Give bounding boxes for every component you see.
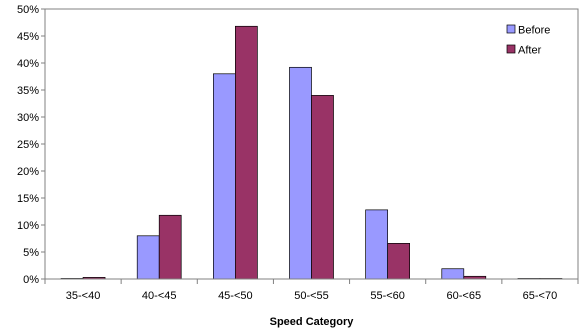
bar-before-5 bbox=[441, 268, 465, 280]
x-tick-label: 55-<60 bbox=[370, 290, 405, 302]
plot-area-frame bbox=[44, 8, 579, 280]
legend-swatch-before bbox=[506, 24, 516, 34]
legend-label-before: Before bbox=[518, 25, 550, 37]
y-tick-label: 15% bbox=[17, 193, 39, 205]
x-axis-title: Speed Category bbox=[270, 316, 355, 328]
y-tick-label: 10% bbox=[17, 220, 39, 232]
bar-before-3 bbox=[289, 66, 312, 280]
y-tick-label: 20% bbox=[17, 166, 39, 178]
bar-before-4 bbox=[365, 209, 388, 280]
x-tick-label: 50-<55 bbox=[294, 290, 329, 302]
y-tick-label: 45% bbox=[17, 31, 39, 43]
y-tick-label: 30% bbox=[17, 112, 39, 124]
legend: Before After bbox=[506, 24, 550, 57]
bars bbox=[60, 25, 563, 280]
bar-after-2 bbox=[235, 25, 258, 280]
bar-after-1 bbox=[158, 214, 182, 280]
y-tick-label: 50% bbox=[17, 4, 39, 16]
bar-before-2 bbox=[213, 73, 236, 280]
bar-after-3 bbox=[311, 95, 334, 280]
x-tick-label: 60-<65 bbox=[447, 290, 482, 302]
x-tick-label: 40-<45 bbox=[142, 290, 177, 302]
y-tick-label: 35% bbox=[17, 85, 39, 97]
y-axis-ticks: 0% 5% 10% 15% 20% 25% 30% 35% 40% 45% 50% bbox=[17, 4, 45, 286]
y-tick-label: 0% bbox=[23, 274, 39, 286]
x-axis-ticks: 35-<40 40-<45 45-<50 50-<55 55-<60 60-<65 65-<… bbox=[44, 279, 579, 302]
legend-swatch-after bbox=[506, 44, 516, 54]
y-tick-label: 5% bbox=[23, 247, 39, 259]
y-tick-label: 25% bbox=[17, 139, 39, 151]
x-tick-label: 35-<40 bbox=[66, 290, 101, 302]
x-tick-label: 45-<50 bbox=[218, 290, 253, 302]
bar-before-1 bbox=[136, 235, 160, 280]
y-tick-label: 40% bbox=[17, 58, 39, 70]
bar-after-4 bbox=[387, 243, 410, 280]
x-tick-label: 65-<70 bbox=[523, 290, 558, 302]
legend-label-after: After bbox=[518, 45, 542, 57]
